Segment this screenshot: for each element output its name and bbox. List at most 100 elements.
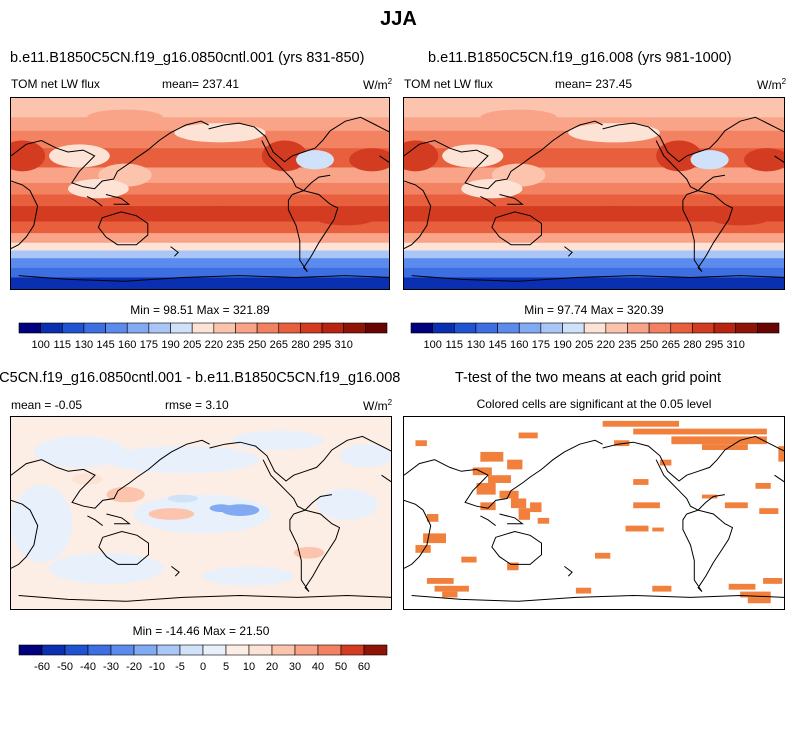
colorbar-box: [179, 644, 204, 656]
significant-cell: [659, 459, 672, 466]
coastline: [287, 190, 339, 273]
coastline: [18, 594, 391, 602]
coastline: [774, 155, 784, 163]
colorbar-box: [365, 322, 388, 334]
colorbar-tick-label: 5: [223, 661, 229, 673]
coastline: [602, 435, 784, 482]
colorbar-tick-label: 310: [727, 339, 745, 351]
colorbar-tick-label: 220: [205, 339, 223, 351]
colorbar-tick-label: 145: [488, 339, 506, 351]
colorbar-tick-label: 310: [335, 339, 353, 351]
significant-cell: [480, 502, 496, 511]
panel2-mean-label: mean= 237.45: [555, 77, 633, 91]
significant-cell: [537, 517, 550, 524]
coastline: [499, 513, 524, 525]
colorbar-box: [235, 322, 258, 334]
field-band: [11, 250, 389, 259]
field-blob: [133, 494, 271, 534]
field-band: [11, 221, 389, 234]
coastline: [11, 499, 39, 569]
significant-cell: [434, 585, 469, 592]
coastline: [411, 594, 784, 602]
colorbar-tick-label: 50: [335, 661, 347, 673]
significant-cell: [652, 527, 664, 532]
coastline: [11, 180, 39, 249]
coastline: [499, 194, 524, 205]
field-blob: [404, 140, 439, 172]
panel1-mean-label: mean= 237.41: [162, 77, 240, 91]
colorbar-box: [562, 322, 585, 334]
colorbar-tick-label: -60: [34, 661, 50, 673]
field-blob: [690, 150, 729, 170]
colorbar-box: [18, 644, 43, 656]
panel3-map: [10, 416, 392, 610]
panel2-map: [403, 97, 785, 290]
field-band: [11, 98, 389, 118]
colorbar-box: [294, 644, 319, 656]
colorbar-tick-label: -50: [57, 661, 73, 673]
field-blob: [461, 179, 523, 199]
significant-cell: [747, 597, 771, 604]
field-band: [404, 98, 784, 118]
colorbar-tick-label: 10: [243, 661, 255, 673]
significant-cell: [778, 446, 784, 462]
field-blob: [167, 494, 199, 503]
panel1-colorbar: 100 115 130 145 160 175 190 205 220 235 250 265 280 2…: [18, 322, 388, 351]
field-band: [11, 267, 389, 278]
colorbar-box: [170, 322, 193, 334]
colorbar-tick-label: 175: [140, 339, 158, 351]
significant-cell: [763, 578, 783, 584]
field-blob: [349, 148, 389, 172]
field-blob: [261, 140, 308, 172]
colorbar-box: [518, 322, 542, 334]
panel2-variable-label: TOM net LW flux: [404, 77, 493, 91]
colorbar-tick-label: 175: [532, 339, 550, 351]
colorbar-box: [61, 322, 85, 334]
coastline: [480, 195, 497, 207]
colorbar-tick-label: 145: [96, 339, 114, 351]
coastline: [261, 140, 331, 192]
colorbar-box: [321, 322, 345, 334]
coastline: [602, 116, 784, 163]
colorbar-box: [713, 322, 737, 334]
field-band: [404, 167, 784, 184]
significant-cell: [488, 475, 511, 483]
coastline: [106, 513, 131, 525]
field-blob: [106, 446, 260, 474]
coastline: [208, 116, 389, 163]
field-blob: [72, 473, 103, 485]
field-band: [404, 267, 784, 278]
colorbar-tick-label: 30: [289, 661, 301, 673]
field-blob: [49, 552, 164, 584]
field-blob: [296, 150, 334, 170]
colorbar-box: [410, 322, 433, 334]
colorbar-tick-label: 115: [54, 339, 72, 351]
coastline: [682, 509, 734, 592]
colorbar-box: [83, 322, 106, 334]
colorbar-box: [432, 322, 455, 334]
field-blob: [49, 144, 110, 168]
coastline: [411, 275, 784, 282]
field-band: [11, 182, 389, 195]
significant-cell: [480, 451, 504, 462]
significant-cell: [507, 459, 523, 470]
coastline: [564, 566, 573, 577]
colorbar-box: [18, 322, 41, 334]
significant-cell: [652, 585, 672, 592]
coastline: [11, 439, 210, 509]
significant-cell: [415, 545, 431, 553]
field-blob: [656, 140, 702, 172]
significant-cell: [575, 587, 592, 594]
colorbar-box: [40, 322, 63, 334]
colorbar-tick-label: 190: [161, 339, 179, 351]
field-blob: [148, 508, 195, 520]
colorbar-box: [648, 322, 672, 334]
panel2-colorbar: 100 115 130 145 160 175 190 205 220 235 250 265 280 2…: [410, 322, 780, 351]
field-band: [404, 194, 784, 207]
panel2-units: W/m2: [757, 77, 787, 92]
colorbar-tick-label: 160: [510, 339, 528, 351]
significant-cell: [476, 482, 496, 495]
panel3-title: b.e11.B1850C5CN.f19_g16.0850cntl.001 - b…: [0, 370, 400, 386]
coastline: [404, 120, 603, 190]
coastline: [491, 530, 542, 565]
